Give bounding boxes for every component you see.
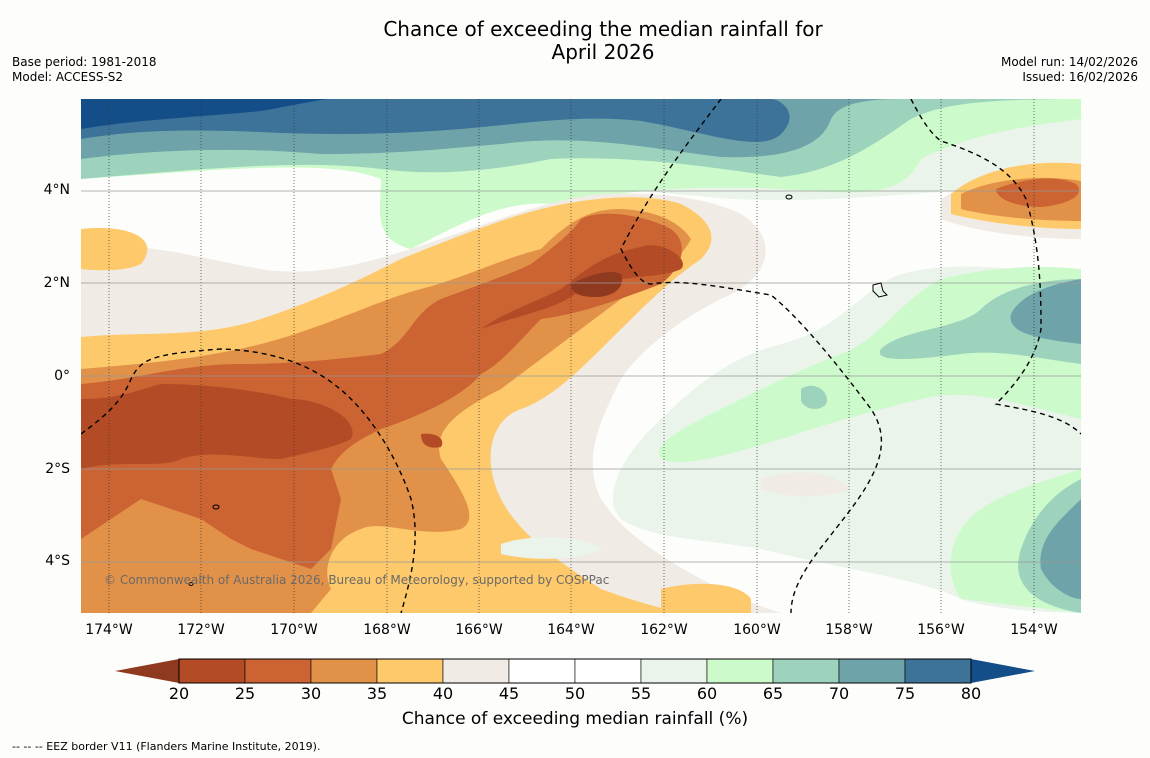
- colorbar-cell: [706, 658, 774, 684]
- contour-dry-blob: [421, 433, 443, 448]
- colorbar-tick: 35: [366, 684, 388, 703]
- colorbar-cell: [442, 658, 510, 684]
- colorbar-tick: 30: [300, 684, 322, 703]
- colorbar-cell: [640, 658, 708, 684]
- island-outline: [872, 282, 888, 298]
- rainfall-map-canvas: [81, 99, 1081, 613]
- colorbar-label: Chance of exceeding median rainfall (%): [401, 709, 749, 729]
- map-title: Chance of exceeding the median rainfall …: [0, 18, 1150, 64]
- colorbar-tick: 70: [828, 684, 850, 703]
- island-outline: [212, 504, 220, 510]
- contour-35-dry: [81, 228, 148, 271]
- colorbar-cell: [376, 658, 444, 684]
- colorbar-frame: [178, 658, 972, 684]
- lon-label: 168°W: [363, 622, 411, 638]
- islands: [188, 194, 888, 586]
- island-outline: [188, 582, 194, 586]
- contour-60-south: [501, 537, 601, 559]
- colorbar-cell: [244, 658, 312, 684]
- contour-70-blob: [801, 385, 827, 409]
- contour-40-south: [761, 472, 851, 497]
- eez-borders: [81, 99, 1081, 613]
- contour-35-south: [661, 583, 751, 613]
- colorbar-extend-low: [115, 659, 179, 683]
- colorbar-cell: [310, 658, 378, 684]
- colorbar-tick: 50: [564, 684, 586, 703]
- lon-label: 162°W: [640, 622, 688, 638]
- colorbar-extend-high: [971, 659, 1035, 683]
- island-outline: [785, 194, 793, 200]
- meta-left: Base period: 1981-2018 Model: ACCESS-S2: [12, 55, 157, 85]
- lon-label: 166°W: [455, 622, 503, 638]
- contour-25-ne: [996, 178, 1080, 207]
- colorbar: [115, 658, 1035, 684]
- map-title-line-1: Chance of exceeding the median rainfall …: [383, 17, 823, 41]
- colorbar-cell: [574, 658, 642, 684]
- rainfall-map: [81, 99, 1081, 613]
- colorbar-tick: 20: [168, 684, 190, 703]
- colorbar-tick: 45: [498, 684, 520, 703]
- map-title-line-2: April 2026: [551, 40, 655, 64]
- colorbar-cell: [838, 658, 906, 684]
- model-text: Model: ACCESS-S2: [12, 70, 124, 84]
- colorbar-cell: [904, 658, 972, 684]
- eez-border-east: [910, 99, 1081, 435]
- lon-label: 170°W: [270, 622, 318, 638]
- model-run-text: Model run: 14/02/2026: [1000, 55, 1138, 69]
- contour-85-north: [81, 99, 331, 129]
- copyright-text: © Commonwealth of Australia 2026, Bureau…: [104, 573, 610, 587]
- contour-15-north: [571, 272, 622, 297]
- lat-label: 2°N: [43, 275, 70, 291]
- lon-label: 172°W: [177, 622, 225, 638]
- lon-label: 174°W: [85, 622, 133, 638]
- lat-label: 2°S: [45, 461, 70, 477]
- lon-label: 156°W: [917, 622, 965, 638]
- issued-text: Issued: 16/02/2026: [1022, 70, 1138, 84]
- colorbar-cell: [772, 658, 840, 684]
- colorbar-tick: 40: [432, 684, 454, 703]
- contour-75-east-south: [1040, 499, 1081, 599]
- parallels: [81, 190, 1081, 563]
- lon-label: 158°W: [825, 622, 873, 638]
- colorbar-tick: 60: [696, 684, 718, 703]
- lon-label: 160°W: [733, 622, 781, 638]
- eez-footnote: -- -- -- EEZ border V11 (Flanders Marine…: [12, 740, 321, 753]
- colorbar-cell: [508, 658, 576, 684]
- meta-right: Model run: 14/02/2026 Issued: 16/02/2026: [1001, 55, 1138, 85]
- contour-20-main: [81, 384, 353, 469]
- eez-border-west: [81, 348, 416, 613]
- lat-label: 0°: [54, 368, 70, 384]
- colorbar-tick: 80: [960, 684, 982, 703]
- colorbar-tick: 75: [894, 684, 916, 703]
- base-period-text: Base period: 1981-2018: [12, 55, 157, 69]
- colorbar-tick: 55: [630, 684, 652, 703]
- colorbar-cell: [178, 658, 246, 684]
- lat-label: 4°N: [43, 182, 70, 198]
- colorbar-tick: 25: [234, 684, 256, 703]
- lat-label: 4°S: [45, 553, 70, 569]
- colorbar-tick: 65: [762, 684, 784, 703]
- lon-label: 164°W: [547, 622, 595, 638]
- lon-label: 154°W: [1010, 622, 1058, 638]
- contour-75-east: [1010, 279, 1081, 344]
